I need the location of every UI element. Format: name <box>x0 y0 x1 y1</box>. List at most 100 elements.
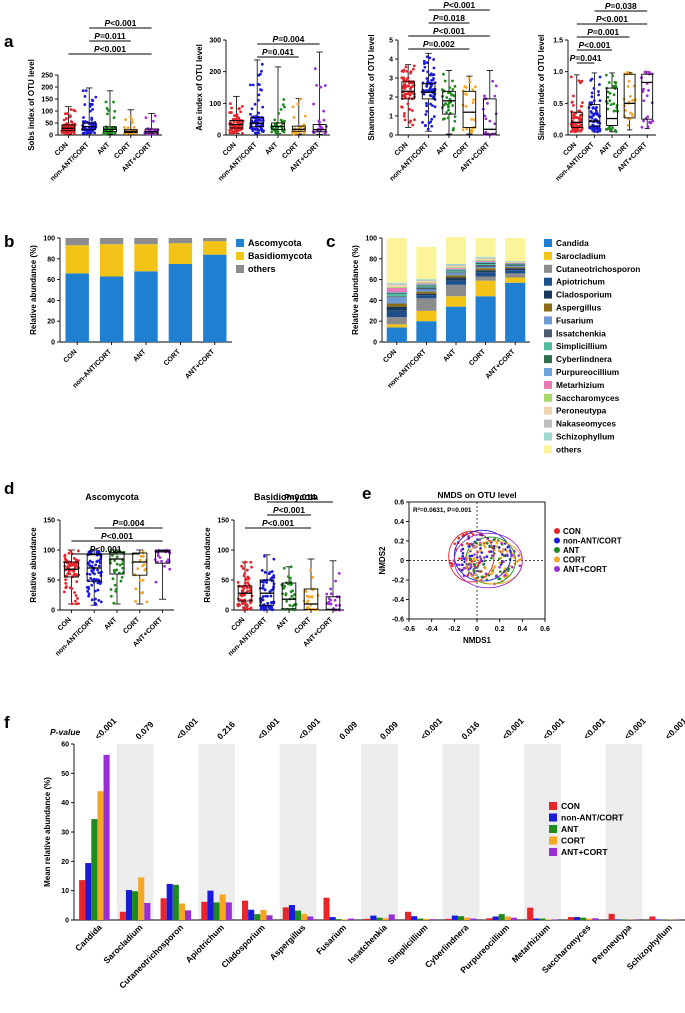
e-data-point <box>476 564 480 567</box>
e-data-point <box>477 569 481 573</box>
c-bar-segment <box>416 286 437 288</box>
f-bar <box>527 907 534 920</box>
a4-data-point <box>591 126 595 130</box>
a3-data-point <box>464 104 468 108</box>
a2-data-point <box>279 108 283 111</box>
d2-data-point <box>286 575 290 578</box>
d2-data-point <box>261 584 265 587</box>
e-data-point <box>501 553 504 556</box>
c-bar-segment <box>386 297 407 304</box>
a2-y-tick-label: 100 <box>209 101 221 108</box>
a1-data-point <box>84 89 88 93</box>
f-bar <box>376 917 383 920</box>
b-legend-swatch <box>236 239 244 247</box>
d1-box <box>155 550 171 564</box>
d2-data-point <box>243 593 246 597</box>
d2-data-point <box>263 570 267 574</box>
e-legend-marker <box>554 566 560 572</box>
c-bar-segment <box>445 306 467 342</box>
c-legend-label: Simplicillium <box>556 341 607 351</box>
d1-data-point <box>75 602 78 606</box>
f-bar <box>329 917 336 920</box>
a2-x-tick-label: CON <box>222 141 238 157</box>
a4-sig-label: P<0.001 <box>596 14 628 24</box>
c-bar-segment <box>475 261 496 263</box>
b-y-tick-label: 0 <box>51 340 55 347</box>
a3-box <box>483 98 497 135</box>
a2-data-point <box>257 111 260 115</box>
d1-data-point <box>121 566 125 570</box>
d1-data-point <box>113 570 117 574</box>
a4-data-point <box>580 128 583 132</box>
e-legend-label: ANT <box>563 546 580 555</box>
d1-data-point <box>121 559 125 562</box>
c-bar-segment <box>475 268 496 271</box>
e-data-point <box>467 567 471 571</box>
f-pvalue: <0.001 <box>174 716 200 742</box>
d1-data-point <box>111 577 115 581</box>
a3-data-point <box>447 101 451 105</box>
a3-data-point <box>410 109 414 112</box>
d1-data-point <box>68 564 72 568</box>
e-data-point <box>478 549 482 552</box>
a4-data-point <box>646 115 650 119</box>
a1-x-tick-label: ANT <box>96 141 112 157</box>
c-y-tick-label: 100 <box>365 236 377 243</box>
b-bar-segment <box>203 241 227 255</box>
a3-data-point <box>430 117 434 121</box>
a4-data-point <box>640 125 644 129</box>
a3-y-tick-label: 2 <box>389 95 393 102</box>
f-legend-label: CORT <box>561 836 586 846</box>
e-y-label: NMDS2 <box>378 546 387 575</box>
a2-data-point <box>283 119 286 123</box>
d1-data-point <box>69 562 73 565</box>
f-bar <box>614 919 621 920</box>
a4-data-point <box>597 93 600 97</box>
f-bar <box>649 916 656 920</box>
a1-y-tick-label: 150 <box>41 97 53 104</box>
a1-y-tick-label: 50 <box>45 121 53 128</box>
a1-data-point <box>124 118 128 122</box>
e-data-point <box>504 572 508 575</box>
f-bar <box>138 877 145 920</box>
a3-data-point <box>441 117 445 121</box>
a3-data-point <box>493 94 497 98</box>
d1-data-point <box>96 581 100 585</box>
a3-data-point <box>429 94 433 98</box>
a2-data-point <box>260 69 263 73</box>
b-y-label: Relative abundance (%) <box>29 245 38 335</box>
a4-data-point <box>626 70 629 74</box>
a4-sig-label: P=0.001 <box>587 27 619 37</box>
d1-data-point <box>168 567 172 571</box>
a4-data-point <box>648 71 651 74</box>
f-pvalue: <0.001 <box>582 716 608 742</box>
c-bar-segment <box>445 277 467 281</box>
c-bar-segment <box>416 321 437 342</box>
a2-data-point <box>260 62 264 66</box>
a4-data-point <box>578 116 581 120</box>
e-data-point <box>502 560 505 563</box>
a1-data-point <box>113 109 117 113</box>
d2-data-point <box>244 578 248 581</box>
a3-data-point <box>427 121 431 125</box>
panel-label-e: e <box>362 484 371 503</box>
panel-label-d: d <box>4 479 14 498</box>
f-bar <box>510 917 517 920</box>
e-x-tick-label: 0.4 <box>517 626 527 633</box>
d2-data-point <box>289 580 293 584</box>
a3-data-point <box>426 127 430 131</box>
a2-data-point <box>303 114 307 118</box>
a3-data-point <box>411 123 415 127</box>
a4-data-point <box>590 95 594 99</box>
e-data-point <box>485 542 489 545</box>
f-band <box>116 744 154 920</box>
c-bar-segment <box>445 236 467 264</box>
c-y-tick-label: 20 <box>369 319 377 326</box>
d2-data-point <box>282 566 286 570</box>
d2-box <box>303 588 319 610</box>
d1-data-point <box>62 590 66 594</box>
d1-data-point <box>67 551 71 555</box>
c-y-tick-label: 0 <box>373 340 377 347</box>
d2-data-point <box>243 581 247 585</box>
f-bar <box>445 918 452 920</box>
